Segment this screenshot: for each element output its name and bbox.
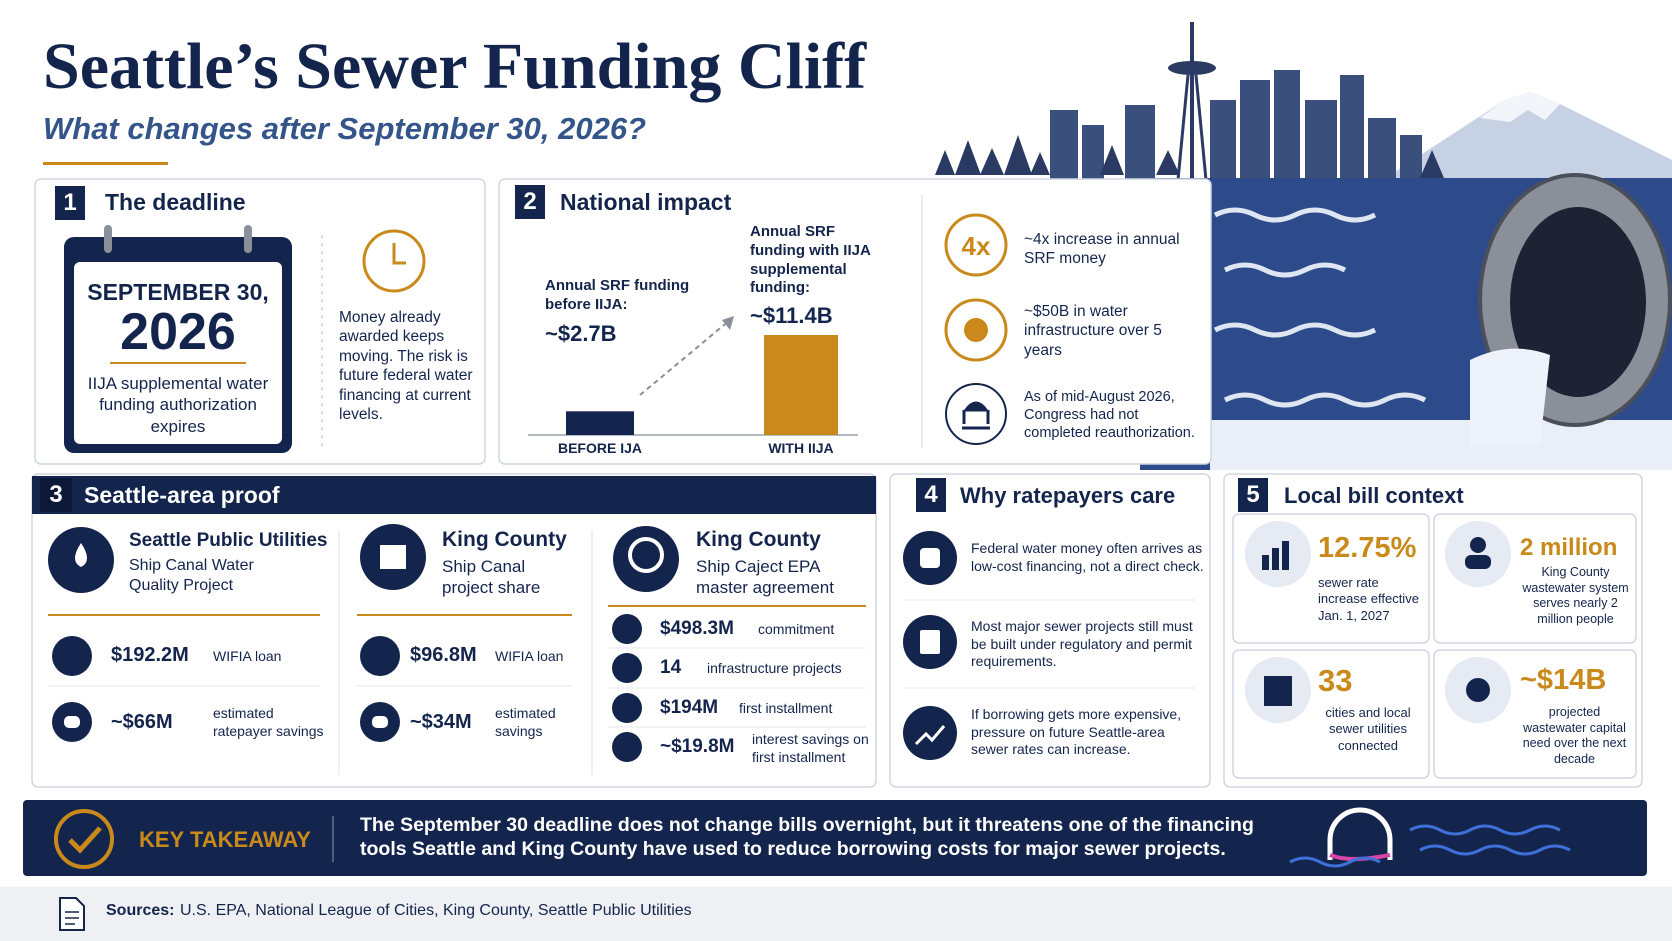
- icons: [903, 521, 1511, 760]
- org: Seattle Public Utilities: [129, 530, 328, 551]
- bar: [764, 335, 838, 435]
- project: Ship Canal project share: [442, 557, 541, 598]
- section-number: 3: [49, 481, 63, 508]
- section-title: Local bill context: [1284, 483, 1464, 508]
- amount-label: infrastructure projects: [707, 660, 842, 676]
- takeaway-text: The September 30 deadline does not chang…: [360, 814, 1254, 861]
- calendar-year: 2026: [120, 303, 236, 361]
- fact-text: As of mid-August 2026, Congress had not …: [1024, 389, 1195, 442]
- skyline: [935, 22, 1672, 470]
- fact-text: ~4x increase in annual SRF money: [1024, 231, 1180, 268]
- section-title: The deadline: [105, 189, 246, 215]
- bar-caption: Annual SRF funding with IIJA supplementa…: [750, 223, 871, 297]
- deadline-note: Money already awarded keeps moving. The …: [339, 309, 473, 423]
- ratepayer-point: If borrowing gets more expensive, pressu…: [971, 706, 1182, 757]
- sources-text: U.S. EPA, National League of Cities, Kin…: [180, 902, 692, 919]
- bar-value-label: ~$11.4B: [750, 303, 833, 328]
- ratepayer-point: Federal water money often arrives as low…: [971, 540, 1204, 574]
- title: Seattle’s Sewer Funding Cliff: [43, 30, 867, 103]
- stat-value: 2 million: [1520, 534, 1618, 561]
- bar-category: BEFORE IJA: [557, 440, 642, 456]
- amount-label: interest savings on first installment: [752, 731, 869, 766]
- calendar: [64, 225, 426, 453]
- amount: $192.2M: [111, 644, 189, 666]
- title-rule: [43, 162, 168, 165]
- stat-value: 33: [1318, 663, 1353, 698]
- bar-category: WITH IIJA: [768, 440, 834, 456]
- amount-label: estimated savings: [495, 705, 556, 739]
- section-title: National impact: [560, 189, 732, 215]
- sources-label: Sources:: [106, 902, 175, 919]
- section-number: 2: [515, 185, 545, 219]
- bar-value-label: ~$2.7B: [545, 321, 617, 346]
- amount: $194M: [660, 697, 719, 718]
- org: King County: [696, 528, 821, 551]
- bar: [566, 411, 634, 435]
- stat-value: ~$14B: [1520, 664, 1607, 696]
- amount: ~$19.8M: [660, 736, 735, 757]
- fact-badge: 4x: [961, 231, 991, 261]
- stat-text: King County wastewater system serves nea…: [1522, 565, 1629, 626]
- fact-text: ~$50B in water infrastructure over 5 yea…: [1024, 303, 1162, 359]
- section-title: Why ratepayers care: [960, 483, 1176, 508]
- amount: ~$34M: [410, 711, 472, 733]
- project: Ship Canal Water Quality Project: [129, 557, 254, 594]
- bar-caption: Annual SRF funding before IIJA:: [545, 277, 690, 313]
- stat-text: projected wastewater capital need over t…: [1522, 705, 1627, 766]
- amount-label: first installment: [739, 700, 833, 716]
- amount: 14: [660, 657, 682, 678]
- stat-text: cities and local sewer utilities connect…: [1325, 705, 1411, 753]
- takeaway-decor: [0, 800, 1672, 941]
- amount-label: WIFIA loan: [495, 648, 564, 664]
- org: King County: [442, 528, 567, 551]
- subtitle: What changes after September 30, 2026?: [43, 111, 647, 146]
- stat-value: 12.75%: [1318, 532, 1417, 564]
- ratepayer-point: Most major sewer projects still must be …: [971, 618, 1193, 669]
- amount: ~$66M: [111, 711, 173, 733]
- section-number: 5: [1238, 478, 1268, 512]
- project: Ship Caject EPA master agreement: [696, 557, 834, 598]
- stat-text: sewer rate increase effective Jan. 1, 20…: [1318, 575, 1419, 623]
- calendar-note: IIJA supplemental water funding authoriz…: [87, 374, 269, 436]
- takeaway-label: KEY TAKEAWAY: [139, 827, 311, 852]
- amount-label: estimated ratepayer savings: [213, 705, 324, 739]
- amount-label: commitment: [758, 621, 835, 637]
- amount: $96.8M: [410, 644, 477, 666]
- amount-label: WIFIA loan: [213, 648, 282, 664]
- national-decor: [528, 195, 1008, 448]
- section-number: 4: [916, 478, 946, 512]
- amount: $498.3M: [660, 618, 734, 639]
- calendar-date: SEPTEMBER 30,: [87, 279, 269, 305]
- proof-decor: [32, 476, 876, 775]
- section-title: Seattle-area proof: [84, 482, 280, 508]
- section-number: 1: [55, 186, 85, 220]
